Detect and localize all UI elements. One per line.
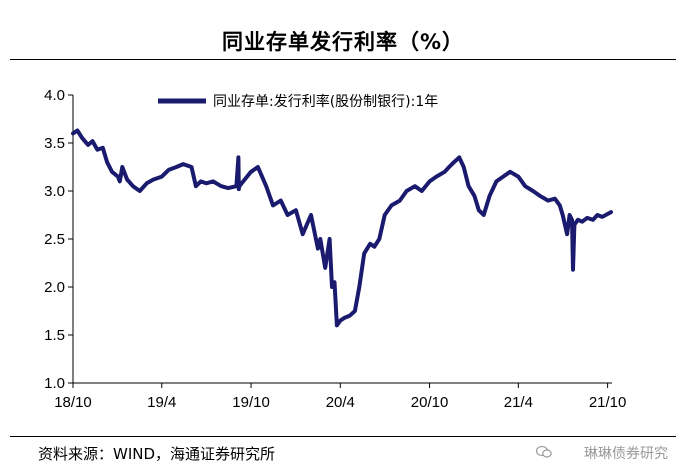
y-tick-label: 1.5 (44, 327, 65, 344)
x-tick-label: 20/10 (411, 394, 449, 411)
x-tick-label: 19/4 (147, 394, 176, 411)
x-tick-label: 20/4 (326, 394, 355, 411)
x-tick-label: 21/10 (589, 394, 627, 411)
x-tick-label: 18/10 (54, 394, 92, 411)
y-tick-label: 1.0 (44, 375, 65, 392)
watermark-text: 琳琳债券研究 (584, 446, 668, 462)
y-tick-label: 3.5 (44, 135, 65, 152)
top-rule (10, 59, 676, 60)
source-note: 资料来源：WIND，海通证券研究所 (38, 445, 276, 463)
series-line-interbank-cd-rate (71, 128, 613, 328)
bottom-rule (10, 436, 676, 437)
chat-bubble-icon (536, 445, 552, 458)
x-tick-label: 21/4 (504, 394, 533, 411)
y-tick-label: 3.0 (44, 183, 65, 200)
y-tick-label: 4.0 (44, 87, 65, 104)
legend-label: 同业存单:发行利率(股份制银行):1年 (213, 93, 438, 110)
y-tick-label: 2.5 (44, 231, 65, 248)
y-tick-label: 2.0 (44, 279, 65, 296)
x-tick-label: 19/10 (232, 394, 270, 411)
chart-title: 同业存单发行利率（%） (221, 30, 465, 54)
